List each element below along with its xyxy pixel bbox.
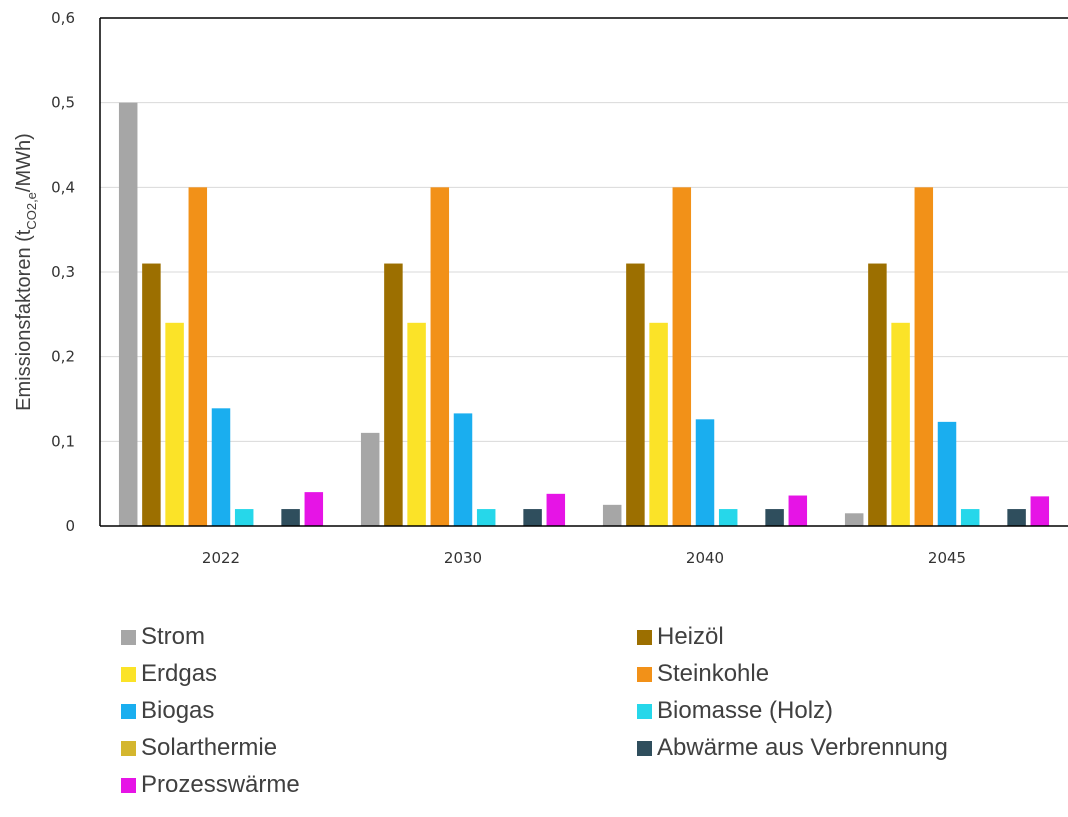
bar-strom-2040 [602,504,622,526]
y-axis-title-suffix: /MWh) [13,133,35,192]
legend-item: Strom [121,622,205,652]
bar-erdgas-2030 [407,322,426,526]
y-tick-labels: 0 0,1 0,2 0,3 0,4 0,5 0,6 [51,9,75,535]
legend-swatch [121,666,136,682]
legend-item: Biogas [121,696,214,726]
bar-biogas-2030 [453,413,473,526]
bar-biogas-2040 [695,419,715,526]
legend-item: Steinkohle [637,659,769,689]
bar-strom-2030 [360,432,380,526]
bar-abwärme-aus-verbrennung-2030 [523,509,542,526]
y-tick-label: 0,4 [51,178,75,196]
x-tick-label: 2045 [928,549,966,567]
y-axis-title-prefix: Emissionsfaktoren (t [13,229,35,411]
y-axis-title: Emissionsfaktoren (tCO2,e/MWh) [13,133,39,411]
legend-label: Steinkohle [657,660,770,687]
bar-abwärme-aus-verbrennung-2040 [765,509,784,526]
bar-heizöl-2040 [626,263,645,526]
x-tick-label: 2022 [202,549,240,567]
bar-biomasse-holz--2022 [234,509,254,526]
legend-swatch [121,777,136,793]
bars [118,102,1050,527]
bar-prozesswärme-2022 [304,492,324,526]
legend-swatch [637,703,652,719]
y-tick-label: 0,1 [51,432,75,450]
y-axis-title-subscript: CO2,e [24,192,39,230]
bar-prozesswärme-2040 [788,495,808,526]
legend-label: Biogas [141,697,215,724]
bar-abwärme-aus-verbrennung-2022 [281,509,300,526]
y-tick-label: 0,5 [51,94,75,112]
bar-biomasse-holz--2045 [960,509,980,526]
legend-item: Prozesswärme [121,770,300,800]
legend-item: Solarthermie [121,733,277,763]
x-tick-labels: 2022 2030 2040 2045 [202,549,966,567]
axes [99,17,1068,527]
legend-label: Strom [141,623,206,650]
bar-steinkohle-2040 [672,187,692,527]
bar-biogas-2045 [937,421,957,526]
legend-swatch [121,703,136,719]
bar-heizöl-2022 [142,263,161,526]
legend-item: Biomasse (Holz) [637,696,833,726]
y-tick-label: 0,3 [51,263,75,281]
legend-label: Solarthermie [141,734,278,761]
y-tick-label: 0,6 [51,9,75,27]
legend-swatch [121,629,136,645]
bar-erdgas-2040 [649,322,668,526]
legend-swatch [637,629,652,645]
bar-abwärme-aus-verbrennung-2045 [1007,509,1026,526]
bar-biomasse-holz--2040 [718,509,738,526]
bar-biogas-2022 [211,408,231,526]
legend-swatch [121,740,136,756]
x-tick-label: 2040 [686,549,724,567]
legend-item: Heizöl [637,622,724,652]
legend-item: Abwärme aus Verbrennung [637,733,948,763]
bar-biomasse-holz--2030 [476,509,496,526]
y-tick-label: 0 [65,517,75,535]
bar-steinkohle-2030 [430,187,450,527]
bar-heizöl-2045 [868,263,887,526]
bar-strom-2045 [844,513,864,526]
legend-label: Abwärme aus Verbrennung [657,734,948,761]
bar-erdgas-2022 [165,322,184,526]
legend-swatch [637,666,652,682]
legend-item: Erdgas [121,659,217,689]
bar-steinkohle-2045 [914,187,934,527]
legend-label: Erdgas [141,660,218,687]
legend-swatch [637,740,652,756]
bar-heizöl-2030 [384,263,403,526]
bar-prozesswärme-2045 [1030,496,1050,526]
bar-strom-2022 [118,102,138,527]
bar-steinkohle-2022 [188,187,208,527]
legend-label: Prozesswärme [141,771,300,798]
bar-prozesswärme-2030 [546,493,566,526]
y-tick-label: 0,2 [51,348,75,366]
bar-erdgas-2045 [891,322,910,526]
legend-label: Heizöl [657,623,724,650]
legend-label: Biomasse (Holz) [657,697,834,724]
x-tick-label: 2030 [444,549,482,567]
emission-factor-chart: 0 0,1 0,2 0,3 0,4 0,5 0,6 2022 2030 2040 2045 Emi… [13,9,1068,567]
chart-legend: Strom Heizöl Erdgas Steinkohle Biogas Biomass… [121,622,1061,812]
